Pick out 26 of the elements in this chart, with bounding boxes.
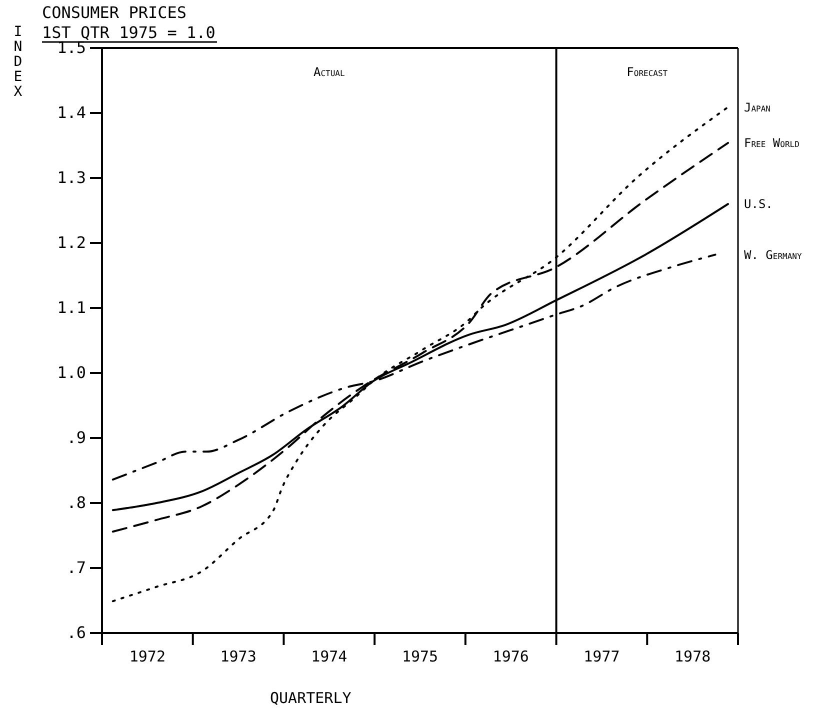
y-tick-label: .9 [66,428,86,448]
x-tick-label: 1977 [584,648,620,666]
y-tick-label: 1.3 [57,168,86,188]
x-tick-label: 1972 [129,648,166,666]
x-tick-label: 1978 [674,648,711,666]
y-tick-label: 1.4 [57,103,86,122]
x-tick-label: 1976 [492,648,529,666]
x-tick-label: 1974 [311,648,348,666]
text: W. Germany [744,248,802,262]
series-label: Japan [744,100,771,114]
y-axis-title: INDEX [14,24,23,100]
annotation: Forecast [626,65,668,79]
series-label: Free World [744,136,800,150]
y-tick-label: .8 [66,493,86,512]
annotation: Actual [313,65,345,79]
x-tick-label: 1975 [402,648,438,666]
x-axis-title: QUARTERLY [270,689,352,707]
y-tick-label: 1.1 [57,298,86,318]
y-tick-label: .6 [66,623,86,642]
series-label: U.S. [744,197,773,212]
chart-title: CONSUMER PRICES [42,3,186,22]
x-tick-label: 1973 [220,648,256,666]
y-tick-label: 1.0 [57,363,86,382]
y-tick-label: 1.2 [57,233,86,252]
chart-subtitle: 1ST QTR 1975 = 1.0 [42,23,216,42]
y-tick-label: .7 [66,558,86,578]
